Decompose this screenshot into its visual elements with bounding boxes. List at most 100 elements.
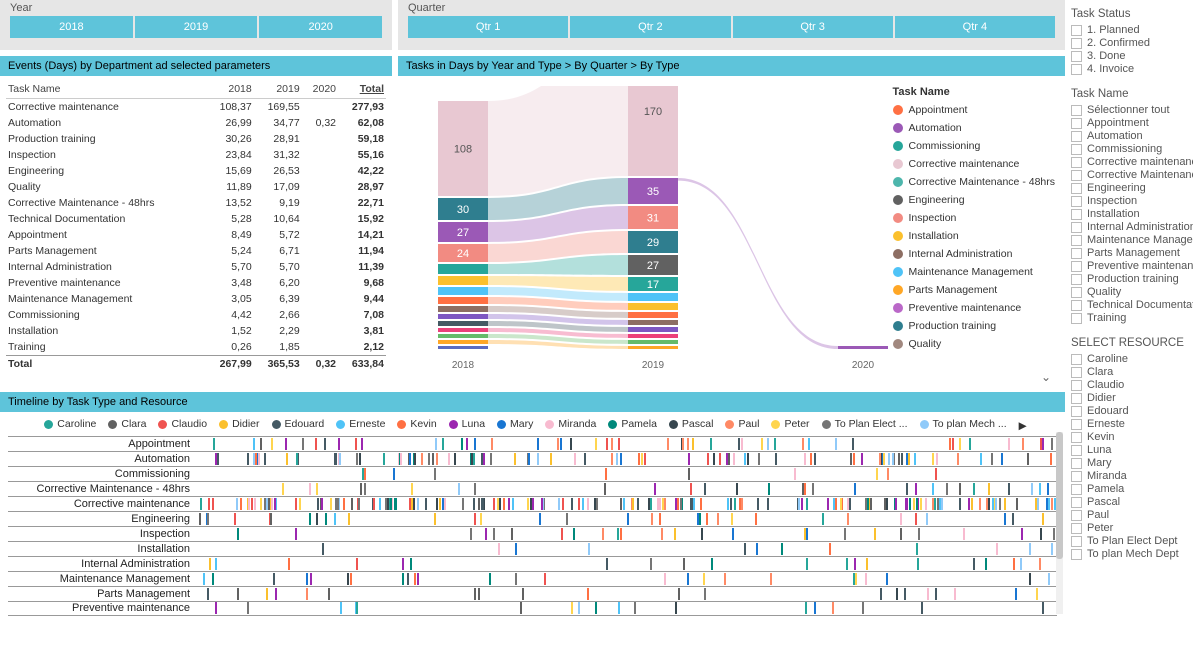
- legend-item[interactable]: Automation: [893, 122, 1055, 134]
- taskname-filter-item[interactable]: Corrective maintenance: [1071, 156, 1193, 168]
- legend-item[interactable]: Maintenance Management: [893, 266, 1055, 278]
- taskname-filter-item[interactable]: Maintenance Manage...: [1071, 234, 1193, 246]
- more-icon[interactable]: ▶: [1019, 420, 1027, 432]
- timeline-legend-item[interactable]: Luna: [449, 418, 485, 430]
- taskname-filter-item[interactable]: Installation: [1071, 208, 1193, 220]
- timeline-legend-item[interactable]: Mary: [497, 418, 533, 430]
- timeline-row[interactable]: Automation: [8, 451, 1057, 466]
- table-row[interactable]: Commissioning4,422,667,08: [6, 307, 386, 323]
- table-row[interactable]: Engineering15,6926,5342,22: [6, 163, 386, 179]
- timeline-legend-item[interactable]: Pascal: [669, 418, 714, 430]
- legend-item[interactable]: Corrective maintenance: [893, 158, 1055, 170]
- timeline-legend-item[interactable]: Peter: [771, 418, 809, 430]
- timeline-row[interactable]: Appointment: [8, 436, 1057, 451]
- table-row[interactable]: Parts Management5,246,7111,94: [6, 243, 386, 259]
- status-filter-item[interactable]: 1. Planned: [1071, 24, 1193, 36]
- resource-filter-item[interactable]: Paul: [1071, 509, 1193, 521]
- timeline-legend-item[interactable]: To Plan Elect ...: [822, 418, 908, 430]
- resource-filter-item[interactable]: Didier: [1071, 392, 1193, 404]
- taskname-filter-item[interactable]: Internal Administration: [1071, 221, 1193, 233]
- resource-filter-item[interactable]: Edouard: [1071, 405, 1193, 417]
- legend-item[interactable]: Parts Management: [893, 284, 1055, 296]
- resource-filter-item[interactable]: Peter: [1071, 522, 1193, 534]
- resource-filter-item[interactable]: Pamela: [1071, 483, 1193, 495]
- legend-item[interactable]: Preventive maintenance: [893, 302, 1055, 314]
- table-header[interactable]: 2018: [206, 80, 254, 99]
- status-filter-item[interactable]: 2. Confirmed: [1071, 37, 1193, 49]
- legend-item[interactable]: Engineering: [893, 194, 1055, 206]
- timeline-legend-item[interactable]: Caroline: [44, 418, 96, 430]
- table-row[interactable]: Inspection23,8431,3255,16: [6, 147, 386, 163]
- timeline-row[interactable]: Commissioning: [8, 466, 1057, 481]
- table-row[interactable]: Appointment8,495,7214,21: [6, 227, 386, 243]
- year-button[interactable]: 2020: [259, 16, 382, 38]
- resource-filter-item[interactable]: Clara: [1071, 366, 1193, 378]
- legend-item[interactable]: Installation: [893, 230, 1055, 242]
- timeline-row[interactable]: Preventive maintenance: [8, 601, 1057, 616]
- timeline-legend-item[interactable]: Paul: [725, 418, 759, 430]
- table-row[interactable]: Training0,261,852,12: [6, 339, 386, 356]
- timeline-legend-item[interactable]: Edouard: [272, 418, 325, 430]
- timeline-row[interactable]: Parts Management: [8, 586, 1057, 601]
- timeline-row[interactable]: Internal Administration: [8, 556, 1057, 571]
- timeline-row[interactable]: Corrective maintenance: [8, 496, 1057, 511]
- chevron-down-icon[interactable]: ⌄: [1041, 370, 1051, 384]
- legend-item[interactable]: Commissioning: [893, 140, 1055, 152]
- timeline-row[interactable]: Installation: [8, 541, 1057, 556]
- year-button[interactable]: 2019: [135, 16, 258, 38]
- taskname-filter-item[interactable]: Training: [1071, 312, 1193, 324]
- timeline-legend-item[interactable]: Erneste: [336, 418, 385, 430]
- table-header[interactable]: Task Name: [6, 80, 206, 99]
- timeline-legend-item[interactable]: Claudio: [158, 418, 207, 430]
- timeline-legend-item[interactable]: To plan Mech ...: [920, 418, 1007, 430]
- table-row[interactable]: Quality11,8917,0928,97: [6, 179, 386, 195]
- legend-item[interactable]: Internal Administration: [893, 248, 1055, 260]
- timeline-row[interactable]: Corrective Maintenance - 48hrs: [8, 481, 1057, 496]
- resource-filter-item[interactable]: To Plan Elect Dept: [1071, 535, 1193, 547]
- status-filter-item[interactable]: 4. Invoice: [1071, 63, 1193, 75]
- resource-filter-item[interactable]: Miranda: [1071, 470, 1193, 482]
- timeline-row[interactable]: Inspection: [8, 526, 1057, 541]
- table-row[interactable]: Preventive maintenance3,486,209,68: [6, 275, 386, 291]
- table-row[interactable]: Technical Documentation5,2810,6415,92: [6, 211, 386, 227]
- resource-filter-item[interactable]: Kevin: [1071, 431, 1193, 443]
- resource-filter-item[interactable]: Erneste: [1071, 418, 1193, 430]
- sankey-chart[interactable]: 1083027241703531292717201820192020 Task …: [398, 76, 1065, 386]
- timeline-legend-item[interactable]: Kevin: [397, 418, 436, 430]
- taskname-filter-item[interactable]: Quality: [1071, 286, 1193, 298]
- table-row[interactable]: Corrective maintenance108,37169,55277,93: [6, 99, 386, 116]
- timeline-row[interactable]: Maintenance Management: [8, 571, 1057, 586]
- taskname-filter-item[interactable]: Technical Documentati...: [1071, 299, 1193, 311]
- legend-item[interactable]: Corrective Maintenance - 48hrs: [893, 176, 1055, 188]
- timeline-legend-item[interactable]: Clara: [108, 418, 146, 430]
- year-button[interactable]: 2018: [10, 16, 133, 38]
- table-header[interactable]: 2020: [302, 80, 338, 99]
- legend-item[interactable]: Quality: [893, 338, 1055, 350]
- quarter-button[interactable]: Qtr 2: [570, 16, 730, 38]
- taskname-filter-item[interactable]: Sélectionner tout: [1071, 104, 1193, 116]
- table-row[interactable]: Corrective Maintenance - 48hrs13,529,192…: [6, 195, 386, 211]
- timeline-chart[interactable]: Caroline Clara Claudio Didier Edouard Erneste…: [0, 412, 1065, 618]
- quarter-button[interactable]: Qtr 1: [408, 16, 568, 38]
- table-row[interactable]: Automation26,9934,770,3262,08: [6, 115, 386, 131]
- timeline-row[interactable]: Engineering: [8, 511, 1057, 526]
- taskname-filter-item[interactable]: Commissioning: [1071, 143, 1193, 155]
- table-row[interactable]: Production training30,2628,9159,18: [6, 131, 386, 147]
- resource-filter-item[interactable]: Caroline: [1071, 353, 1193, 365]
- taskname-filter-item[interactable]: Appointment: [1071, 117, 1193, 129]
- legend-item[interactable]: Inspection: [893, 212, 1055, 224]
- table-header[interactable]: 2019: [254, 80, 302, 99]
- taskname-filter-item[interactable]: Inspection: [1071, 195, 1193, 207]
- timeline-legend-item[interactable]: Miranda: [545, 418, 596, 430]
- table-row[interactable]: Maintenance Management3,056,399,44: [6, 291, 386, 307]
- taskname-filter-item[interactable]: Production training: [1071, 273, 1193, 285]
- taskname-filter-item[interactable]: Parts Management: [1071, 247, 1193, 259]
- resource-filter-item[interactable]: Mary: [1071, 457, 1193, 469]
- resource-filter-item[interactable]: Claudio: [1071, 379, 1193, 391]
- taskname-filter-item[interactable]: Automation: [1071, 130, 1193, 142]
- timeline-legend-item[interactable]: Didier: [219, 418, 259, 430]
- resource-filter-item[interactable]: Luna: [1071, 444, 1193, 456]
- table-row[interactable]: Internal Administration5,705,7011,39: [6, 259, 386, 275]
- taskname-filter-item[interactable]: Corrective Maintenanc...: [1071, 169, 1193, 181]
- legend-item[interactable]: Appointment: [893, 104, 1055, 116]
